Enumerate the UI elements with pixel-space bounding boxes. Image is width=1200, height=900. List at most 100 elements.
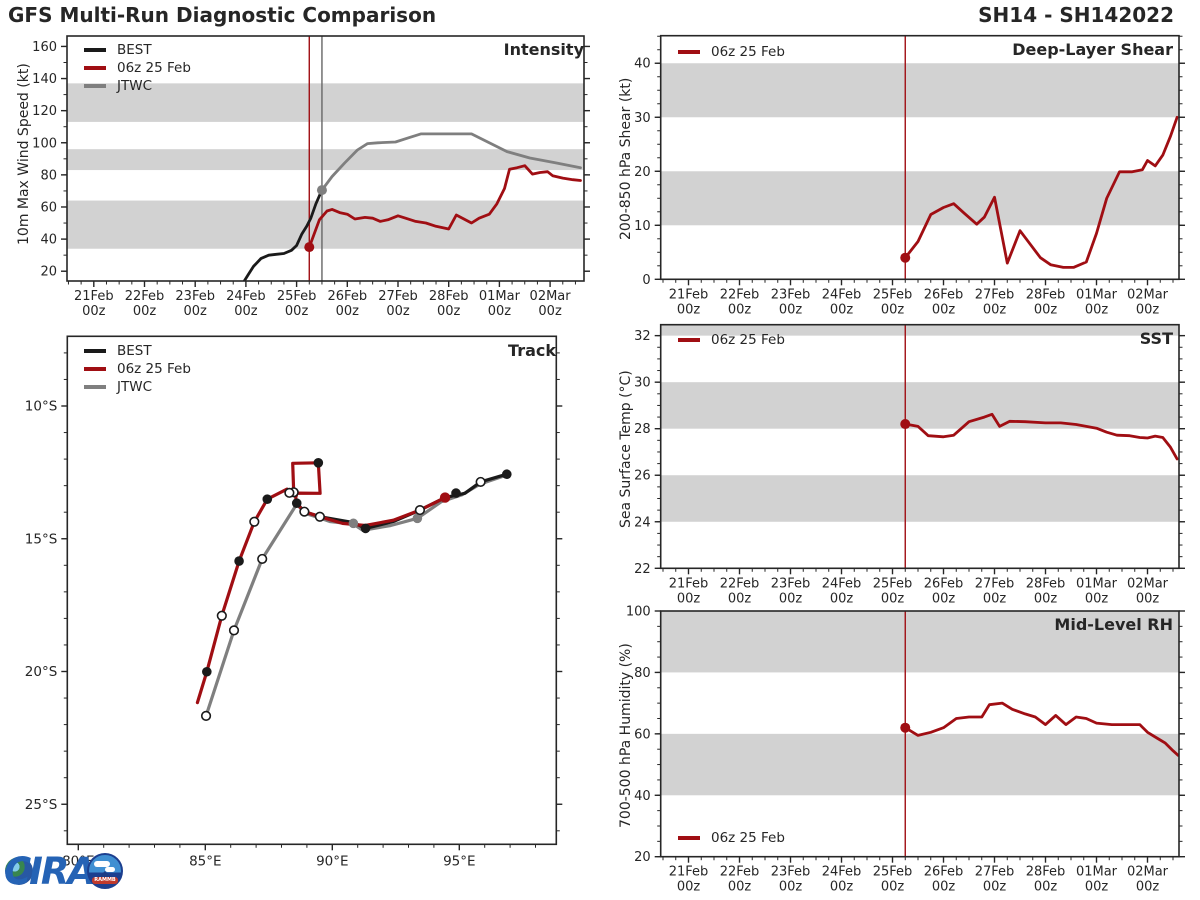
svg-text:02Mar: 02Mar <box>1127 287 1169 302</box>
legend-item-model: 06z 25 Feb <box>678 830 785 846</box>
model-line-swatch <box>678 338 700 342</box>
track-line <box>195 461 447 705</box>
svg-text:00z: 00z <box>1085 591 1109 606</box>
svg-text:00z: 00z <box>1136 591 1160 606</box>
svg-text:40: 40 <box>40 233 57 248</box>
svg-text:00z: 00z <box>728 591 752 606</box>
svg-text:80: 80 <box>40 168 57 183</box>
svg-text:00z: 00z <box>983 302 1007 317</box>
svg-text:00z: 00z <box>184 304 208 319</box>
svg-text:00z: 00z <box>133 304 157 319</box>
rammb-badge: RAMMB <box>87 853 123 889</box>
sst-legend: 06z 25 Feb <box>678 332 785 348</box>
sst-series-line <box>903 412 1179 461</box>
svg-text:00z: 00z <box>881 302 905 317</box>
track-point-00z <box>262 494 273 504</box>
svg-text:00z: 00z <box>677 591 701 606</box>
rh-legend: 06z 25 Feb <box>678 830 785 846</box>
svg-text:28Feb: 28Feb <box>429 289 469 304</box>
svg-text:28Feb: 28Feb <box>1026 865 1066 880</box>
rammb-badge-label: RAMMB <box>92 877 118 884</box>
svg-text:00z: 00z <box>1034 591 1058 606</box>
svg-text:00z: 00z <box>932 880 956 895</box>
shaded-band <box>660 611 1179 673</box>
svg-text:24Feb: 24Feb <box>822 865 862 880</box>
shaded-band <box>67 83 584 122</box>
svg-text:22Feb: 22Feb <box>720 576 760 591</box>
legend-label: BEST <box>117 343 152 359</box>
svg-text:00z: 00z <box>779 591 803 606</box>
track-point-12z <box>475 476 486 488</box>
svg-text:00z: 00z <box>830 880 854 895</box>
legend-item-best: BEST <box>84 42 191 58</box>
svg-text:01Mar: 01Mar <box>1076 576 1118 591</box>
rh-panel-title: Mid-Level RH <box>1054 615 1173 634</box>
svg-text:22Feb: 22Feb <box>125 289 165 304</box>
legend-item-best: BEST <box>84 343 191 359</box>
shaded-band <box>660 63 1179 118</box>
svg-text:0: 0 <box>642 273 650 288</box>
svg-text:27Feb: 27Feb <box>975 287 1015 302</box>
svg-text:26: 26 <box>634 469 651 484</box>
svg-text:23Feb: 23Feb <box>771 865 811 880</box>
legend-item-jtwc: JTWC <box>84 379 191 395</box>
track-panel: 80°E 85°E 90°E 95°E 10°S 15°S 20°S 25°S <box>25 335 563 869</box>
jtwc-line-swatch <box>84 385 106 389</box>
svg-text:27Feb: 27Feb <box>975 576 1015 591</box>
svg-text:27Feb: 27Feb <box>975 865 1015 880</box>
svg-text:85°E: 85°E <box>189 853 221 869</box>
svg-text:25Feb: 25Feb <box>873 287 913 302</box>
legend-label: 06z 25 Feb <box>117 361 191 377</box>
svg-text:27Feb: 27Feb <box>378 289 418 304</box>
svg-text:00z: 00z <box>1034 302 1058 317</box>
svg-text:25°S: 25°S <box>25 797 58 813</box>
svg-text:95°E: 95°E <box>443 853 475 869</box>
svg-text:20: 20 <box>634 850 651 865</box>
init-point-marker <box>304 242 315 253</box>
svg-text:60: 60 <box>634 727 651 742</box>
track-point-12z <box>314 511 325 522</box>
svg-text:32: 32 <box>634 329 651 344</box>
legend-label: 06z 25 Feb <box>117 60 191 76</box>
svg-text:20°S: 20°S <box>25 664 58 680</box>
svg-text:00z: 00z <box>336 304 360 319</box>
shaded-band <box>660 733 1179 796</box>
page-title: GFS Multi-Run Diagnostic Comparison <box>8 3 437 27</box>
svg-text:21Feb: 21Feb <box>669 865 709 880</box>
init-point-marker <box>900 419 911 430</box>
shear-panel-title: Deep-Layer Shear <box>1012 40 1173 59</box>
svg-text:26Feb: 26Feb <box>328 289 368 304</box>
track-legend: BEST 06z 25 Feb JTWC <box>84 343 191 395</box>
shaded-band <box>660 324 1179 336</box>
track-point-00z <box>451 488 461 498</box>
track-point-00z <box>313 458 324 468</box>
svg-text:00z: 00z <box>983 880 1007 895</box>
svg-text:00z: 00z <box>1136 880 1160 895</box>
svg-text:24Feb: 24Feb <box>226 289 266 304</box>
track-point-12z <box>299 506 310 517</box>
svg-text:01Mar: 01Mar <box>479 289 521 304</box>
svg-text:25Feb: 25Feb <box>873 576 913 591</box>
intensity-panel: 21Feb00z22Feb00z23Feb00z24Feb00z25Feb00z… <box>32 35 590 319</box>
init-point-marker <box>900 722 911 733</box>
svg-text:10: 10 <box>634 219 651 234</box>
cloud-icon <box>105 867 115 872</box>
svg-text:26Feb: 26Feb <box>924 576 964 591</box>
svg-text:02Mar: 02Mar <box>1127 865 1169 880</box>
svg-text:00z: 00z <box>285 304 309 319</box>
svg-text:20: 20 <box>634 165 651 180</box>
cira-logo: CIRA RAMMB <box>4 850 134 898</box>
svg-text:00z: 00z <box>728 302 752 317</box>
svg-text:00z: 00z <box>437 304 461 319</box>
track-point-12z <box>228 625 240 636</box>
svg-text:00z: 00z <box>881 591 905 606</box>
svg-text:22Feb: 22Feb <box>720 865 760 880</box>
intensity-y-axis-label: 10m Max Wind Speed (kt) <box>16 63 32 245</box>
svg-text:00z: 00z <box>830 302 854 317</box>
legend-label: 06z 25 Feb <box>711 332 785 348</box>
track-point-12z <box>284 487 295 498</box>
svg-text:30: 30 <box>634 111 651 126</box>
svg-text:140: 140 <box>32 72 57 87</box>
svg-text:26Feb: 26Feb <box>924 287 964 302</box>
